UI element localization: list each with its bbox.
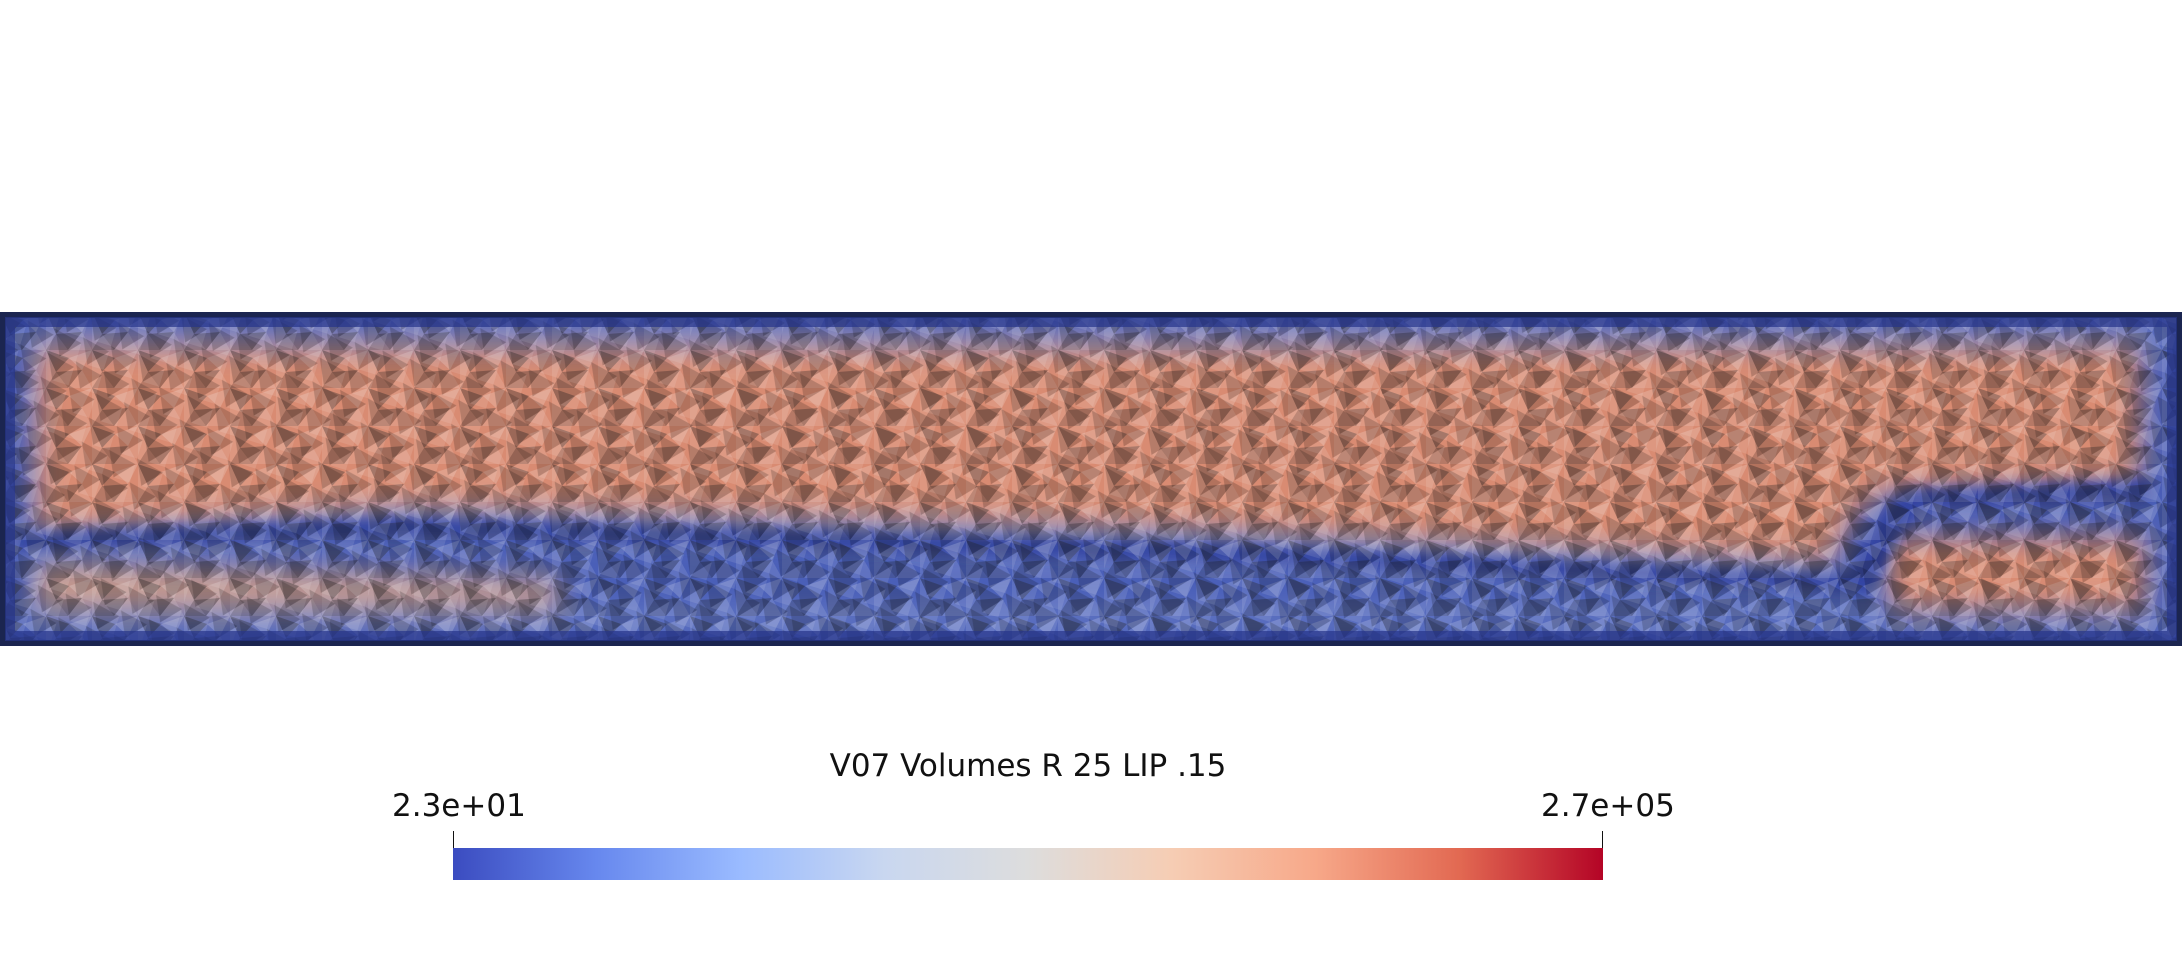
mesh-inner-edge	[5, 317, 2177, 641]
tetrahedral-mesh-volume[interactable]	[0, 312, 2182, 646]
mesh-facets-secondary	[0, 312, 2182, 646]
mesh-outline	[0, 312, 2182, 646]
